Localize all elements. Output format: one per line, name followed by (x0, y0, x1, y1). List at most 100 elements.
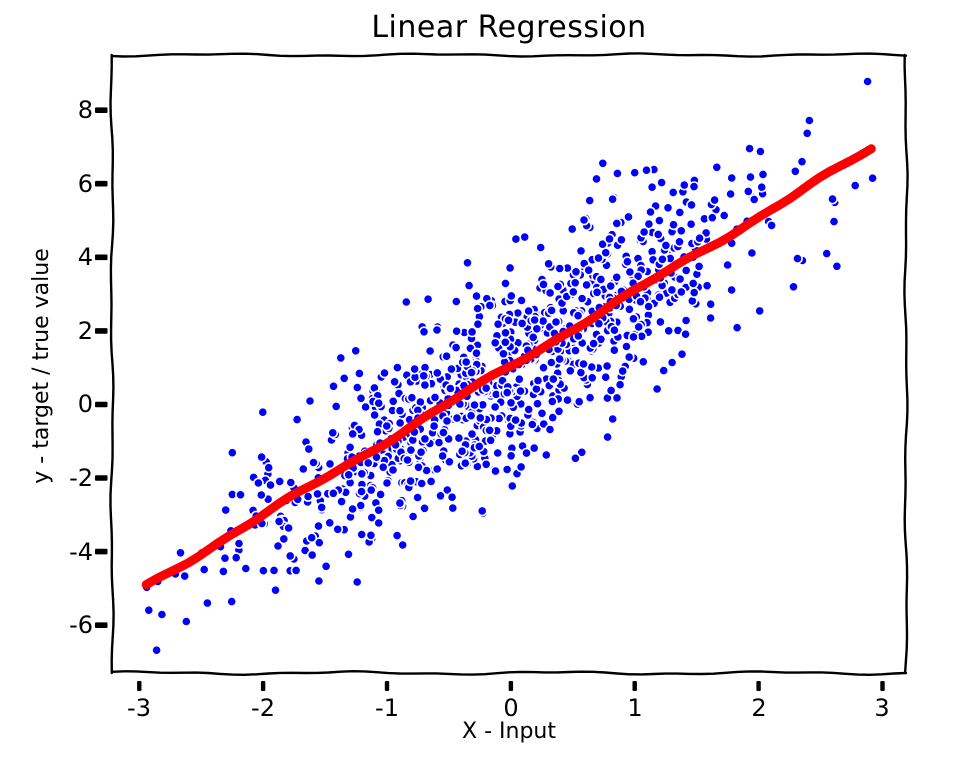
scatter-point (623, 351, 635, 363)
scatter-point (622, 256, 633, 268)
scatter-point (501, 464, 513, 475)
scatter-point (726, 284, 737, 296)
scatter-point (586, 372, 598, 384)
scatter-point (407, 511, 419, 522)
scatter-point (347, 503, 358, 515)
scatter-point (529, 314, 540, 326)
scatter-point (675, 286, 687, 298)
scatter-point (516, 317, 528, 329)
scatter-point (484, 299, 496, 311)
scatter-point (554, 263, 566, 274)
scatter-point (547, 412, 559, 423)
scatter-point (459, 457, 471, 469)
scatter-point (460, 356, 472, 368)
scatter-point (362, 457, 374, 469)
scatter-point (532, 398, 543, 410)
scatter-point (546, 395, 558, 407)
scatter-point (831, 260, 843, 272)
scatter-point (505, 397, 517, 409)
scatter-point (230, 552, 242, 564)
scatter-point (465, 410, 477, 422)
scatter-point (437, 450, 448, 462)
chart-title: Linear Regression (371, 10, 647, 45)
scatter-point (821, 248, 833, 259)
scatter-point (291, 414, 303, 425)
scatter-point (501, 387, 513, 398)
scatter-point (804, 115, 815, 126)
scatter-point (387, 395, 399, 407)
scatter-point (471, 290, 482, 302)
scatter-point (552, 281, 564, 292)
scatter-point (607, 413, 619, 425)
scatter-point (284, 550, 296, 562)
scatter-point (425, 475, 437, 487)
scatter-point (306, 532, 318, 544)
scatter-point (444, 383, 456, 394)
scatter-point (688, 287, 700, 298)
scatter-point (274, 475, 286, 487)
scatter-point (263, 462, 275, 474)
scatter-point (343, 469, 355, 481)
scatter-point (447, 502, 459, 514)
scatter-point (476, 505, 488, 517)
scatter-point (175, 547, 186, 559)
scatter-point (652, 228, 664, 240)
scatter-point (240, 563, 252, 574)
scatter-point (446, 491, 458, 503)
scatter-point (526, 419, 538, 430)
scatter-point (304, 395, 316, 407)
scatter-point (554, 353, 565, 365)
scatter-point (451, 412, 463, 424)
scatter-point (489, 337, 501, 349)
scatter-point (235, 489, 246, 501)
scatter-series (141, 76, 878, 656)
scatter-point (726, 172, 738, 184)
scatter-point (584, 392, 596, 404)
scatter-point (402, 454, 413, 466)
scatter-point (575, 367, 587, 378)
scatter-point (611, 217, 623, 229)
scatter-point (591, 286, 603, 298)
scatter-point (387, 464, 399, 476)
scatter-point (646, 181, 658, 193)
scatter-point (754, 305, 766, 317)
scatter-point (792, 253, 803, 264)
scatter-point (347, 428, 359, 440)
scatter-point (523, 404, 535, 415)
scatter-point (687, 277, 699, 289)
scatter-point (617, 365, 629, 377)
scatter-point (584, 195, 596, 206)
scatter-point (521, 447, 532, 459)
scatter-point (576, 293, 588, 304)
scatter-point (330, 400, 342, 412)
scatter-point (755, 146, 766, 157)
scatter-point (668, 219, 679, 231)
scatter-point (628, 313, 639, 325)
scatter-point (466, 367, 477, 378)
scatter-point (351, 576, 363, 588)
scatter-point (356, 529, 368, 540)
scatter-point (637, 356, 649, 368)
scatter-point (273, 516, 285, 527)
scatter-point (278, 533, 290, 545)
scatter-point (591, 173, 602, 185)
scatter-point (573, 396, 585, 408)
tick-marks (95, 107, 885, 691)
scatter-point (609, 324, 620, 336)
scatter-point (356, 468, 368, 480)
x-tick-label: 1 (627, 694, 643, 722)
scatter-point (602, 431, 613, 443)
scatter-point (472, 303, 483, 314)
scatter-point (604, 233, 615, 245)
x-tick-label: -3 (127, 694, 151, 722)
scatter-point (678, 179, 690, 191)
scatter-point (366, 512, 378, 523)
scatter-point (605, 280, 617, 292)
scatter-point (441, 484, 453, 496)
scatter-point (680, 315, 692, 326)
scatter-point (365, 484, 377, 496)
scatter-point (418, 326, 430, 338)
y-tick-label: -6 (69, 611, 93, 639)
scatter-point (516, 294, 527, 306)
scatter-point (369, 409, 380, 421)
